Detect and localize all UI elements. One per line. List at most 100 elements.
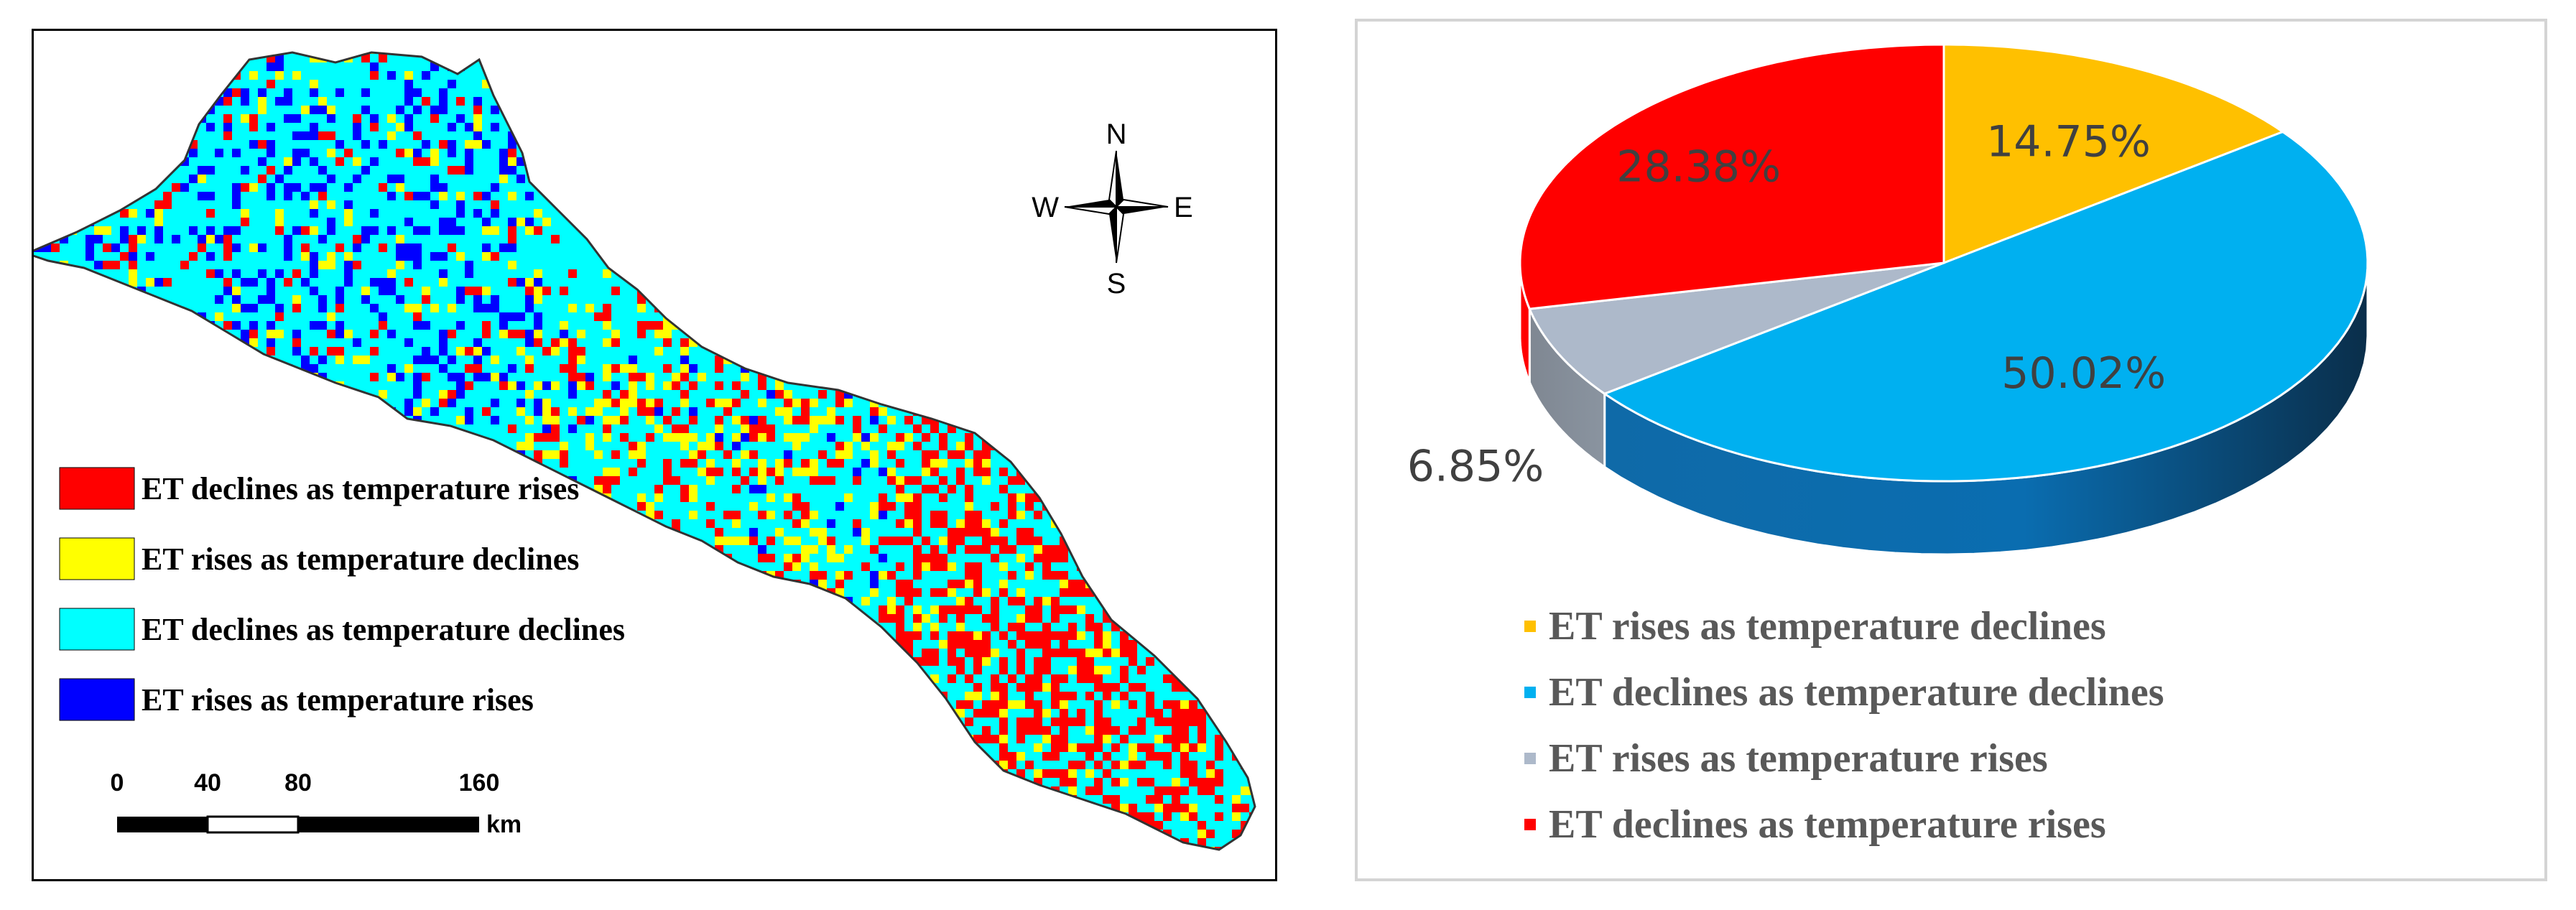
map-pixel [991,649,999,657]
map-pixel [1025,726,1034,735]
map-pixel [1077,442,1085,450]
map-pixel [60,442,68,450]
map-pixel [879,493,887,502]
map-pixel [327,580,335,588]
map-pixel [861,528,870,537]
map-pixel [680,390,689,399]
map-pixel [68,821,77,830]
map-pixel [870,804,879,812]
map-pixel [430,114,439,123]
map-pixel [1077,416,1085,424]
map-pixel [180,338,189,347]
map-pixel [982,373,991,381]
map-pixel [810,261,818,269]
map-pixel [629,545,637,554]
map-pixel [948,588,956,597]
map-pixel [629,390,637,399]
map-pixel [94,407,103,416]
map-pixel [810,511,818,519]
map-pixel [879,786,887,795]
map-pixel [465,54,473,62]
map-pixel [887,700,896,709]
map-pixel [85,295,94,304]
map-pixel [879,769,887,778]
map-pixel [577,62,585,71]
pie-legend-swatch-0 [1524,621,1536,632]
map-pixel [930,468,939,476]
map-pixel [456,666,465,674]
map-pixel [223,131,232,140]
map-pixel [585,769,594,778]
map-pixel [568,338,577,347]
map-pixel [439,54,448,62]
map-pixel [1215,631,1223,640]
map-pixel [1241,571,1249,580]
map-pixel [1094,743,1103,752]
map-pixel [34,278,42,287]
map-pixel [965,459,973,468]
map-pixel [611,476,620,485]
map-pixel [215,295,223,304]
map-pixel [1137,812,1146,821]
map-pixel [663,588,672,597]
map-pixel [853,519,861,528]
map-pixel [491,511,499,519]
map-pixel [120,235,129,243]
map-pixel [1197,847,1206,850]
map-pixel [982,631,991,640]
map-pixel [422,752,430,761]
map-pixel [516,347,525,356]
map-pixel [370,209,379,218]
map-pixel [387,330,396,338]
map-pixel [1008,674,1016,683]
map-pixel [930,554,939,562]
map-pixel [1180,812,1189,821]
map-pixel [516,218,525,226]
map-pixel [810,399,818,407]
scale-tick-40: 40 [194,769,221,797]
map-pixel [42,140,51,149]
map-pixel [801,459,810,468]
map-pixel [534,278,542,287]
map-pixel [146,304,154,312]
map-pixel [991,614,999,623]
map-pixel [241,743,249,752]
map-pixel [982,588,991,597]
map-pixel [232,149,241,157]
map-pixel [551,424,560,433]
map-pixel [758,433,766,442]
map-pixel [1241,623,1249,631]
map-pixel [922,718,930,726]
map-pixel [1172,640,1180,649]
map-pixel [965,838,973,847]
map-pixel [1077,580,1085,588]
map-pixel [973,468,982,476]
map-pixel [1223,519,1232,528]
map-pixel [292,338,301,347]
map-pixel [1232,364,1241,373]
map-pixel [284,183,292,192]
map-pixel [1137,519,1146,528]
map-pixel [732,537,741,545]
map-pixel [1172,528,1180,537]
map-pixel [413,106,422,114]
map-pixel [327,838,335,847]
map-pixel [491,295,499,304]
map-pixel [491,106,499,114]
map-pixel [413,381,422,390]
map-pixel [85,338,94,347]
map-pixel [534,407,542,416]
compass-east-black [1116,207,1168,214]
map-pixel [206,52,215,54]
map-pixel [784,605,792,614]
map-pixel [637,545,646,554]
map-pixel [956,640,965,649]
map-pixel [85,52,94,54]
map-pixel [448,330,456,338]
map-pixel [930,700,939,709]
map-pixel [1146,424,1154,433]
map-pixel [827,554,835,562]
map-pixel [603,269,611,278]
map-pixel [585,407,594,416]
map-pixel [361,399,370,407]
